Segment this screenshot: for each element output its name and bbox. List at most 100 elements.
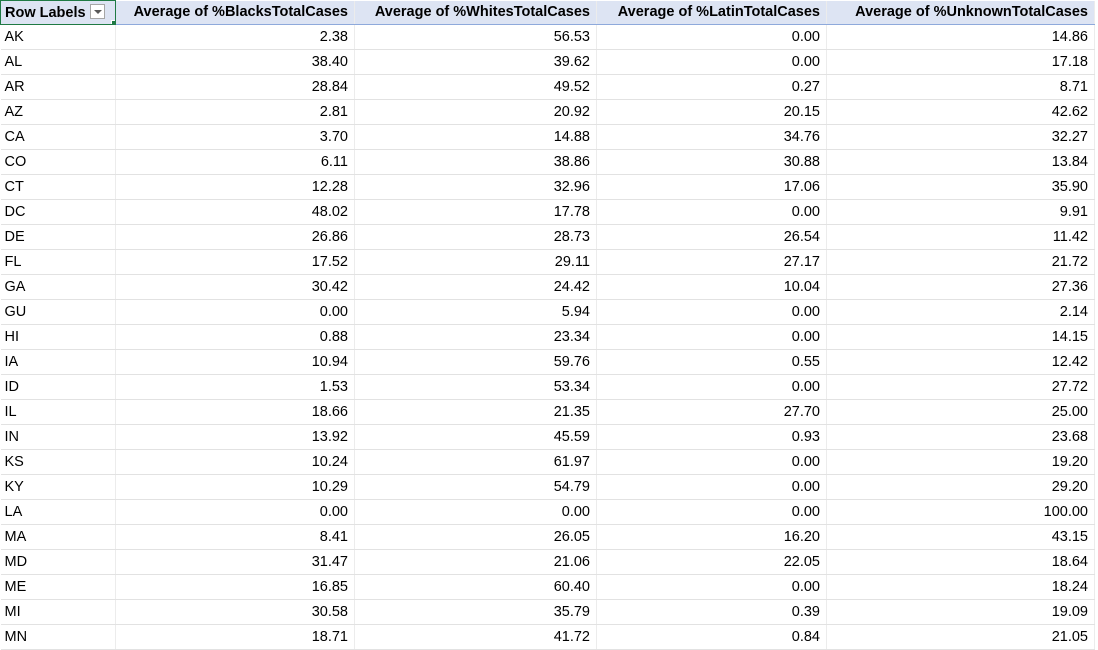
unknown-cell[interactable]: 18.64 xyxy=(826,549,1095,575)
latin-cell[interactable]: 16.20 xyxy=(596,524,827,550)
row-label-cell[interactable]: LA xyxy=(0,499,116,525)
unknown-cell[interactable]: 19.09 xyxy=(826,599,1095,625)
unknown-cell[interactable]: 11.42 xyxy=(826,224,1095,250)
latin-cell[interactable]: 0.00 xyxy=(596,299,827,325)
blacks-cell[interactable]: 3.70 xyxy=(115,124,355,150)
latin-cell[interactable]: 0.00 xyxy=(596,374,827,400)
whites-cell[interactable]: 56.53 xyxy=(354,24,597,50)
whites-cell[interactable]: 38.86 xyxy=(354,149,597,175)
blacks-cell[interactable]: 16.85 xyxy=(115,574,355,600)
header-blacks[interactable]: Average of %BlacksTotalCases xyxy=(115,0,355,25)
blacks-cell[interactable]: 30.42 xyxy=(115,274,355,300)
blacks-cell[interactable]: 18.71 xyxy=(115,624,355,650)
unknown-cell[interactable]: 13.84 xyxy=(826,149,1095,175)
whites-cell[interactable]: 26.05 xyxy=(354,524,597,550)
whites-cell[interactable]: 0.00 xyxy=(354,499,597,525)
whites-cell[interactable]: 54.79 xyxy=(354,474,597,500)
blacks-cell[interactable]: 0.00 xyxy=(115,499,355,525)
whites-cell[interactable]: 60.40 xyxy=(354,574,597,600)
blacks-cell[interactable]: 13.92 xyxy=(115,424,355,450)
unknown-cell[interactable]: 27.72 xyxy=(826,374,1095,400)
whites-cell[interactable]: 21.06 xyxy=(354,549,597,575)
unknown-cell[interactable]: 35.90 xyxy=(826,174,1095,200)
whites-cell[interactable]: 24.42 xyxy=(354,274,597,300)
row-labels-header[interactable]: Row Labels xyxy=(0,0,116,25)
header-unknown[interactable]: Average of %UnknownTotalCases xyxy=(826,0,1095,25)
blacks-cell[interactable]: 26.86 xyxy=(115,224,355,250)
unknown-cell[interactable]: 9.91 xyxy=(826,199,1095,225)
latin-cell[interactable]: 27.70 xyxy=(596,399,827,425)
whites-cell[interactable]: 49.52 xyxy=(354,74,597,100)
latin-cell[interactable]: 0.00 xyxy=(596,324,827,350)
row-label-cell[interactable]: DC xyxy=(0,199,116,225)
row-label-cell[interactable]: MN xyxy=(0,624,116,650)
unknown-cell[interactable]: 14.86 xyxy=(826,24,1095,50)
blacks-cell[interactable]: 48.02 xyxy=(115,199,355,225)
latin-cell[interactable]: 10.04 xyxy=(596,274,827,300)
row-label-cell[interactable]: CT xyxy=(0,174,116,200)
unknown-cell[interactable]: 19.20 xyxy=(826,449,1095,475)
row-label-cell[interactable]: AK xyxy=(0,24,116,50)
latin-cell[interactable]: 0.00 xyxy=(596,449,827,475)
latin-cell[interactable]: 0.55 xyxy=(596,349,827,375)
whites-cell[interactable]: 39.62 xyxy=(354,49,597,75)
filter-dropdown-icon[interactable] xyxy=(89,4,105,20)
row-label-cell[interactable]: AL xyxy=(0,49,116,75)
whites-cell[interactable]: 45.59 xyxy=(354,424,597,450)
row-label-cell[interactable]: MI xyxy=(0,599,116,625)
header-latin[interactable]: Average of %LatinTotalCases xyxy=(596,0,827,25)
blacks-cell[interactable]: 2.81 xyxy=(115,99,355,125)
whites-cell[interactable]: 59.76 xyxy=(354,349,597,375)
unknown-cell[interactable]: 100.00 xyxy=(826,499,1095,525)
latin-cell[interactable]: 0.93 xyxy=(596,424,827,450)
unknown-cell[interactable]: 21.05 xyxy=(826,624,1095,650)
latin-cell[interactable]: 34.76 xyxy=(596,124,827,150)
row-label-cell[interactable]: KS xyxy=(0,449,116,475)
latin-cell[interactable]: 22.05 xyxy=(596,549,827,575)
latin-cell[interactable]: 26.54 xyxy=(596,224,827,250)
latin-cell[interactable]: 17.06 xyxy=(596,174,827,200)
unknown-cell[interactable]: 14.15 xyxy=(826,324,1095,350)
unknown-cell[interactable]: 29.20 xyxy=(826,474,1095,500)
unknown-cell[interactable]: 42.62 xyxy=(826,99,1095,125)
row-label-cell[interactable]: KY xyxy=(0,474,116,500)
row-label-cell[interactable]: MD xyxy=(0,549,116,575)
unknown-cell[interactable]: 17.18 xyxy=(826,49,1095,75)
unknown-cell[interactable]: 23.68 xyxy=(826,424,1095,450)
row-label-cell[interactable]: ID xyxy=(0,374,116,400)
unknown-cell[interactable]: 32.27 xyxy=(826,124,1095,150)
whites-cell[interactable]: 53.34 xyxy=(354,374,597,400)
blacks-cell[interactable]: 6.11 xyxy=(115,149,355,175)
unknown-cell[interactable]: 12.42 xyxy=(826,349,1095,375)
unknown-cell[interactable]: 27.36 xyxy=(826,274,1095,300)
whites-cell[interactable]: 23.34 xyxy=(354,324,597,350)
unknown-cell[interactable]: 8.71 xyxy=(826,74,1095,100)
header-whites[interactable]: Average of %WhitesTotalCases xyxy=(354,0,597,25)
row-label-cell[interactable]: CO xyxy=(0,149,116,175)
selection-fill-handle[interactable] xyxy=(111,20,115,24)
latin-cell[interactable]: 0.00 xyxy=(596,199,827,225)
latin-cell[interactable]: 0.00 xyxy=(596,574,827,600)
latin-cell[interactable]: 0.27 xyxy=(596,74,827,100)
blacks-cell[interactable]: 12.28 xyxy=(115,174,355,200)
whites-cell[interactable]: 17.78 xyxy=(354,199,597,225)
row-label-cell[interactable]: IN xyxy=(0,424,116,450)
whites-cell[interactable]: 29.11 xyxy=(354,249,597,275)
blacks-cell[interactable]: 31.47 xyxy=(115,549,355,575)
row-label-cell[interactable]: AR xyxy=(0,74,116,100)
latin-cell[interactable]: 0.00 xyxy=(596,499,827,525)
latin-cell[interactable]: 0.00 xyxy=(596,49,827,75)
latin-cell[interactable]: 27.17 xyxy=(596,249,827,275)
blacks-cell[interactable]: 38.40 xyxy=(115,49,355,75)
whites-cell[interactable]: 41.72 xyxy=(354,624,597,650)
latin-cell[interactable]: 0.00 xyxy=(596,24,827,50)
blacks-cell[interactable]: 1.53 xyxy=(115,374,355,400)
row-label-cell[interactable]: GU xyxy=(0,299,116,325)
blacks-cell[interactable]: 18.66 xyxy=(115,399,355,425)
row-label-cell[interactable]: ME xyxy=(0,574,116,600)
whites-cell[interactable]: 35.79 xyxy=(354,599,597,625)
unknown-cell[interactable]: 18.24 xyxy=(826,574,1095,600)
whites-cell[interactable]: 61.97 xyxy=(354,449,597,475)
blacks-cell[interactable]: 2.38 xyxy=(115,24,355,50)
whites-cell[interactable]: 21.35 xyxy=(354,399,597,425)
